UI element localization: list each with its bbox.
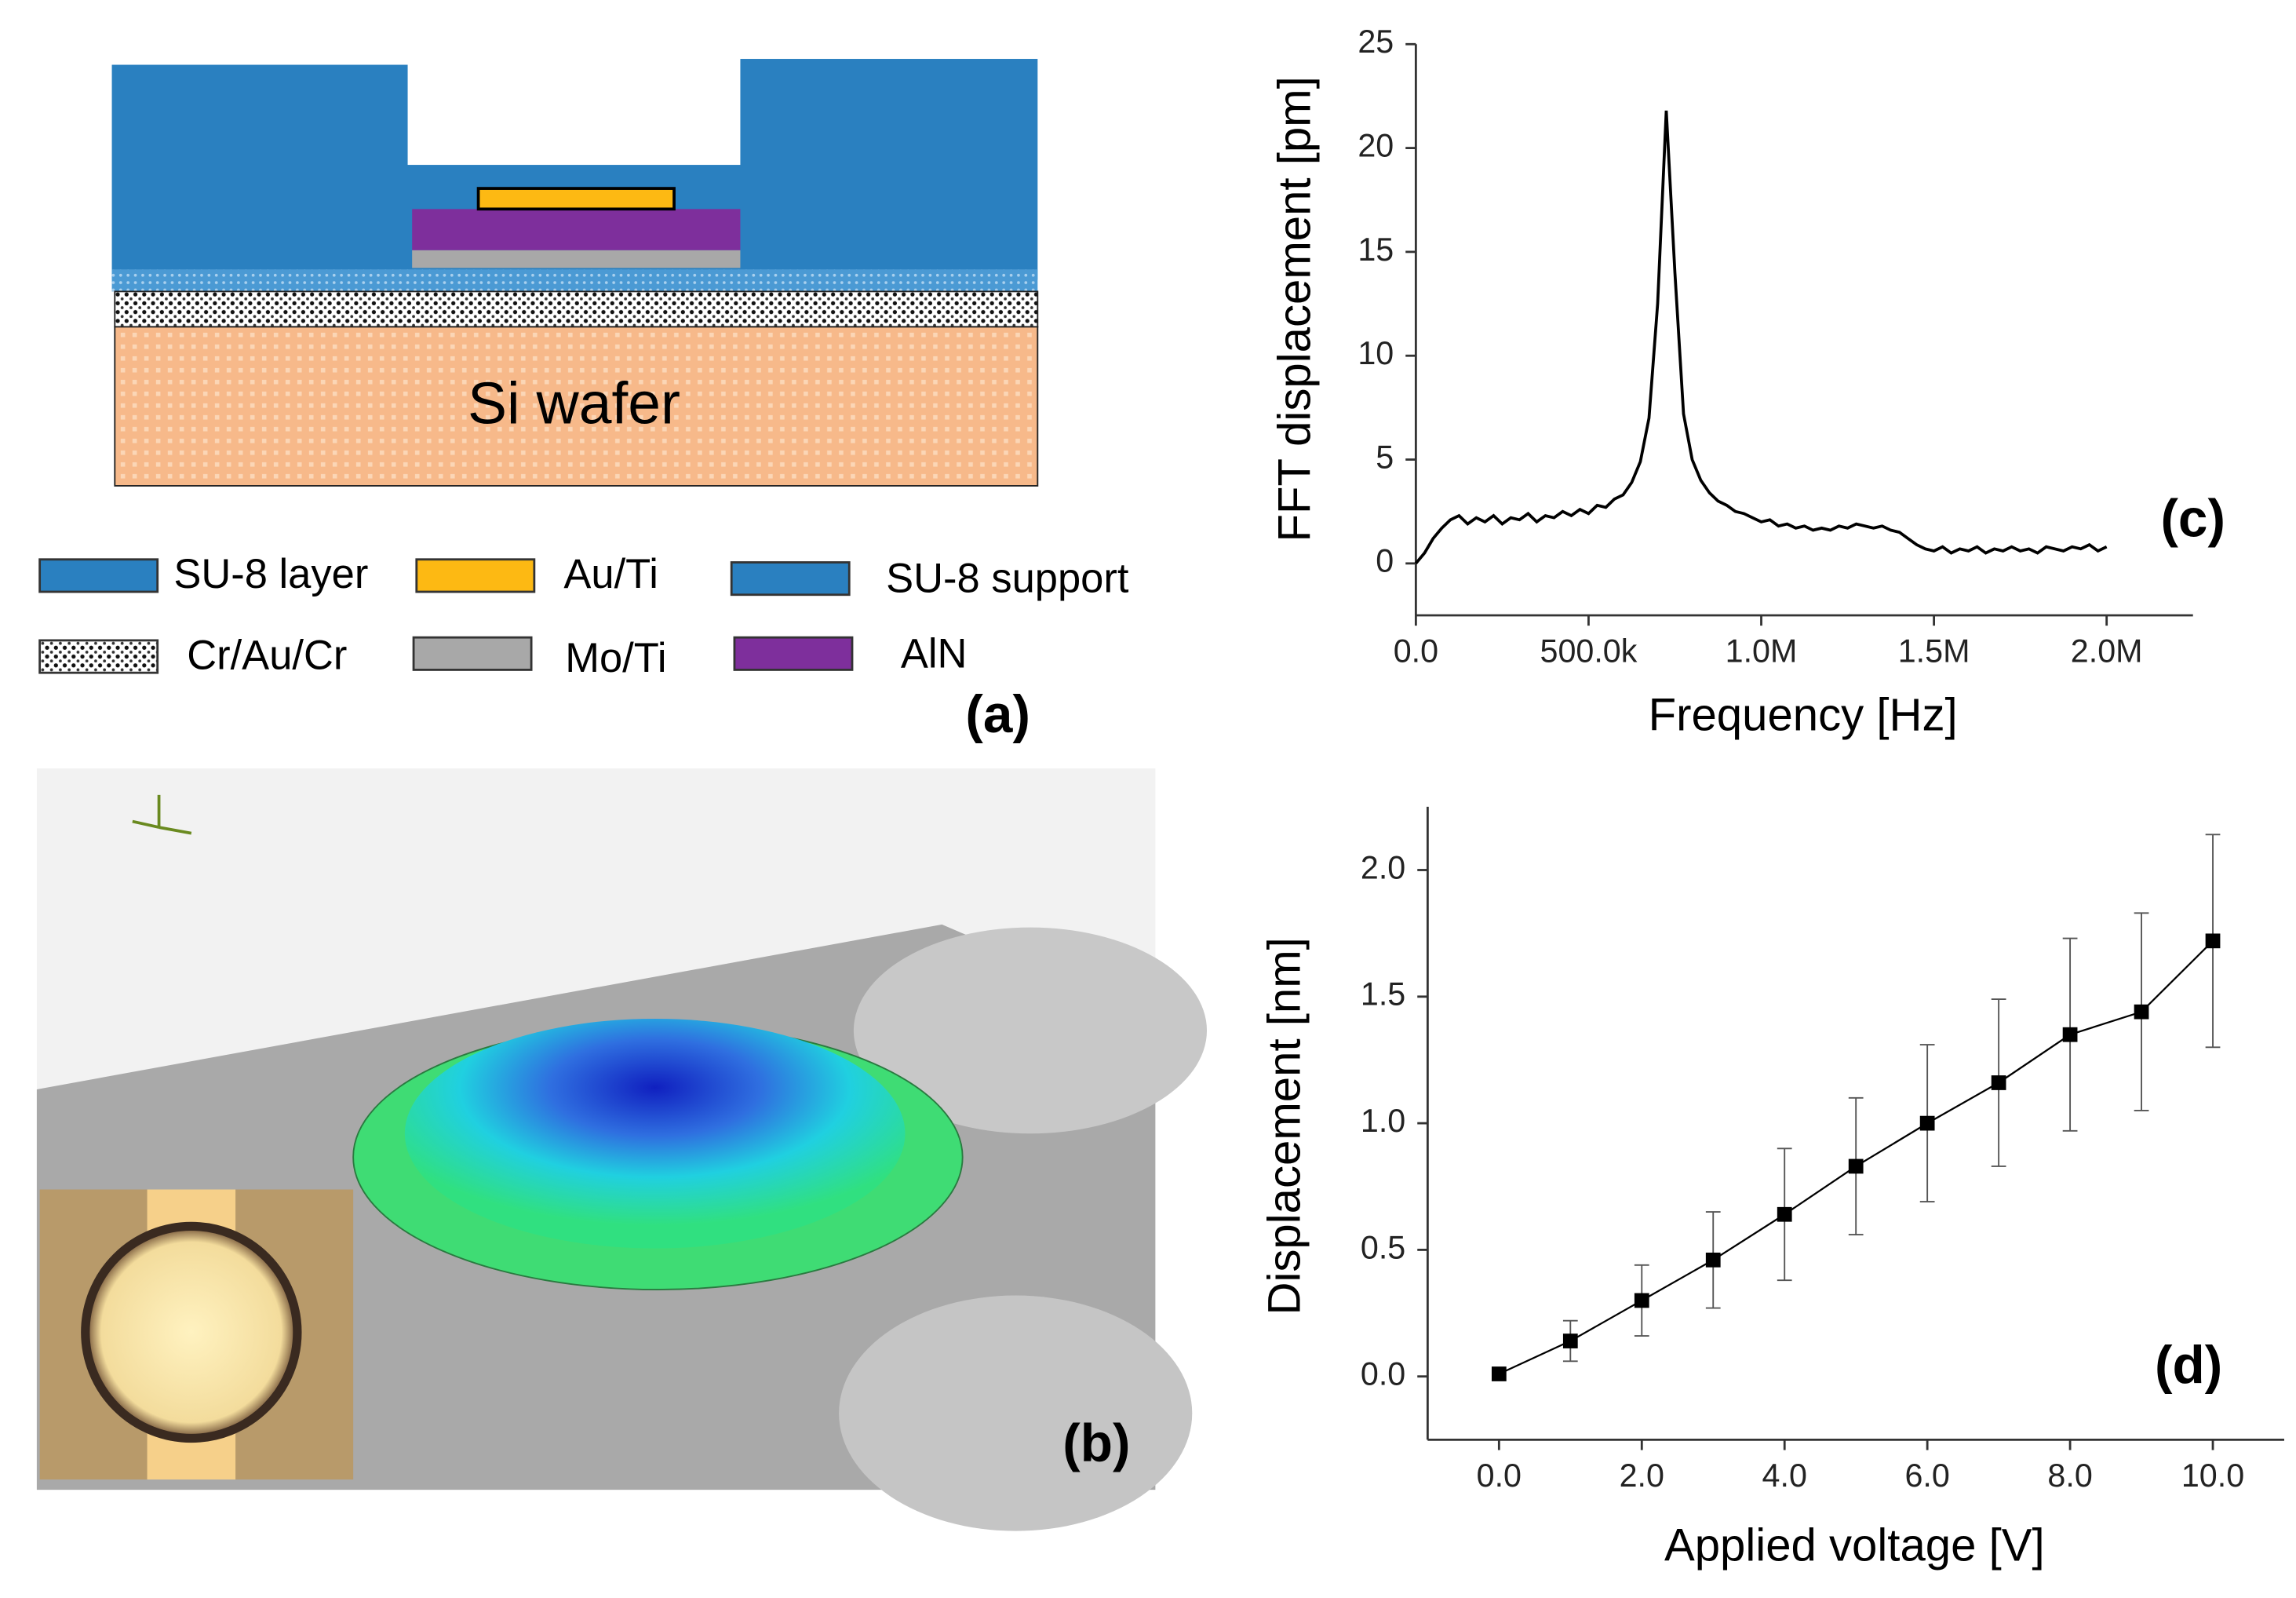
aln <box>412 209 741 250</box>
x-tick-label: 0.0 <box>1394 633 1438 669</box>
panel-label: (c) <box>2160 490 2225 549</box>
x-tick-label: 6.0 <box>1904 1458 1949 1494</box>
legend-swatch <box>415 558 536 593</box>
cr-au-cr <box>114 290 1039 328</box>
x-tick-label: 500.0k <box>1540 633 1638 669</box>
x-tick-label: 8.0 <box>2047 1458 2092 1494</box>
y-tick-label: 5 <box>1376 439 1394 475</box>
legend-label: Cr/Au/Cr <box>187 632 347 678</box>
y-tick-label: 0.0 <box>1361 1356 1405 1392</box>
pad <box>839 1295 1193 1531</box>
pad <box>853 927 1208 1134</box>
legend-swatch <box>38 639 159 674</box>
y-tick-label: 1.0 <box>1361 1103 1405 1139</box>
membrane-deflection <box>404 1018 906 1249</box>
panel-label: (d) <box>2155 1336 2222 1395</box>
data-point <box>1634 1293 1649 1308</box>
su8-layer <box>111 64 408 280</box>
data-point <box>2205 933 2221 949</box>
legend-label: SU-8 support <box>886 556 1129 602</box>
y-tick-label: 0 <box>1376 543 1394 579</box>
y-tick-label: 20 <box>1358 127 1394 163</box>
data-point <box>2062 1027 2078 1042</box>
legend-label: AlN <box>901 630 968 677</box>
y-tick-label: 0.5 <box>1361 1229 1405 1265</box>
data-point <box>1491 1366 1507 1381</box>
data-point <box>1777 1206 1792 1222</box>
y-tick-label: 2.0 <box>1361 849 1405 885</box>
data-point <box>1562 1333 1578 1348</box>
x-tick-label: 4.0 <box>1762 1458 1807 1494</box>
legend-swatch <box>733 636 854 671</box>
legend-label: Mo/Ti <box>565 635 666 681</box>
wafer-label: Si wafer <box>468 370 680 436</box>
data-point <box>1848 1158 1864 1174</box>
x-axis-label: Applied voltage [V] <box>1664 1520 2045 1571</box>
legend-swatch <box>412 636 533 671</box>
legend-swatch <box>730 561 851 597</box>
y-axis-label: FFT displacement [pm] <box>1270 76 1321 542</box>
si-wafer <box>114 326 1039 487</box>
x-tick-label: 1.5M <box>1898 633 1970 669</box>
x-tick-label: 0.0 <box>1477 1458 1522 1494</box>
legend-label: Au/Ti <box>563 551 658 597</box>
x-tick-label: 10.0 <box>2181 1458 2244 1494</box>
legend-swatch <box>38 558 159 593</box>
x-tick-label: 2.0 <box>1620 1458 1664 1494</box>
inset-membrane <box>81 1221 302 1443</box>
y-tick-label: 15 <box>1358 232 1394 268</box>
simulation-image: (b) <box>36 768 1208 1531</box>
legend: SU-8 layer Au/Ti SU-8 support Cr/Au/Cr Mo/Ti… <box>38 551 1129 681</box>
x-tick-label: 1.0M <box>1726 633 1798 669</box>
y-tick-label: 1.5 <box>1361 976 1405 1012</box>
legend-label: SU-8 layer <box>173 551 368 597</box>
x-axis-label: Frequency [Hz] <box>1649 690 1958 741</box>
y-tick-label: 10 <box>1358 335 1394 371</box>
x-tick-label: 2.0M <box>2071 633 2143 669</box>
su8-layer <box>740 59 1038 280</box>
data-point <box>2134 1004 2149 1020</box>
data-line <box>1414 110 2108 565</box>
data-point <box>1919 1115 1935 1131</box>
su8-support <box>111 269 1038 292</box>
data-point <box>1991 1075 2006 1090</box>
au-ti <box>476 187 676 211</box>
cross-section: Si wafer (a) <box>111 59 1039 744</box>
y-axis-label: Displacement [nm] <box>1259 937 1310 1315</box>
data-point <box>1705 1252 1721 1268</box>
panel-label: (a) <box>965 685 1030 744</box>
panel-label: (b) <box>1062 1414 1130 1473</box>
y-tick-label: 25 <box>1358 24 1394 60</box>
axis-triad <box>132 794 192 835</box>
mo-ti <box>412 250 741 268</box>
